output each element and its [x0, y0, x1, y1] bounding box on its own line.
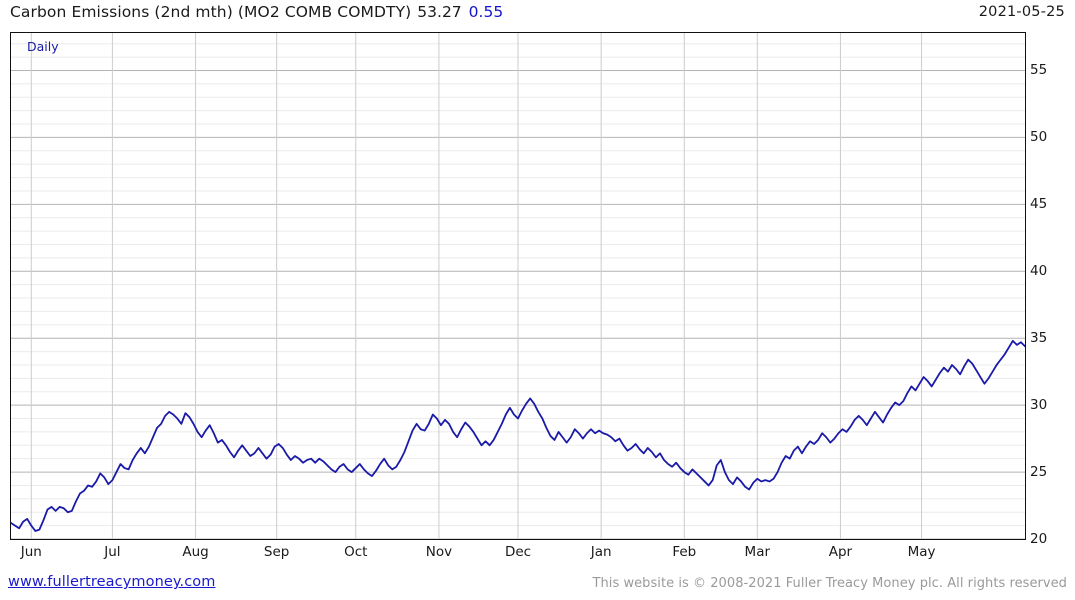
last-price: 53.27 [417, 3, 462, 21]
y-axis-tick-label: 20 [1030, 531, 1048, 547]
y-axis-tick-label: 35 [1030, 330, 1048, 347]
x-axis-labels: Jun Jul Aug Sep Oct Nov Dec Jan Feb Mar Apr May [0, 544, 1075, 566]
x-axis-tick-label: Dec [504, 544, 532, 560]
price-line-chart [11, 33, 1025, 539]
price-change: 0.55 [468, 3, 504, 21]
plot-area: Daily [10, 32, 1026, 540]
month-gridlines [30, 33, 923, 539]
chart-header: Carbon Emissions (2nd mth) (MO2 COMB COM… [0, 0, 1075, 28]
x-axis-tick-label: Jan [590, 544, 612, 560]
y-axis-tick-label: 50 [1030, 129, 1048, 146]
x-axis-tick-label: Nov [425, 544, 453, 560]
chart-footer: www.fullertreacymoney.com This website i… [0, 572, 1075, 600]
x-axis-tick-label: Oct [344, 544, 368, 560]
y-axis-tick-label: 25 [1030, 464, 1048, 481]
x-axis-tick-label: Jun [20, 544, 42, 560]
as-of-date: 2021-05-25 [978, 4, 1065, 20]
frequency-label: Daily [27, 39, 59, 54]
y-axis-tick-label: 45 [1030, 196, 1048, 213]
x-axis-tick-label: May [907, 544, 936, 560]
y-axis-tick-label: 55 [1030, 62, 1048, 79]
chart-region: Daily 20 25 30 35 40 45 50 55 Jun Jul Aug Sep Oct No… [0, 28, 1075, 568]
x-axis-tick-label: Jul [104, 544, 121, 560]
instrument-title: Carbon Emissions (2nd mth) (MO2 COMB COM… [10, 3, 412, 21]
y-axis-tick-label: 30 [1030, 397, 1048, 414]
x-axis-tick-label: Aug [182, 544, 209, 560]
x-axis-tick-label: Feb [672, 544, 697, 560]
x-axis-tick-label: Apr [828, 544, 853, 560]
page-title: Carbon Emissions (2nd mth) (MO2 COMB COM… [10, 3, 503, 21]
y-axis-labels: 20 25 30 35 40 45 50 55 [1030, 32, 1075, 547]
y-axis-tick-label: 40 [1030, 263, 1048, 280]
copyright-text: This website is © 2008-2021 Fuller Treac… [592, 576, 1067, 591]
x-axis-tick-label: Sep [263, 544, 290, 560]
site-url-link[interactable]: www.fullertreacymoney.com [8, 574, 216, 590]
price-line [11, 339, 1025, 532]
x-axis-tick-label: Mar [744, 544, 771, 560]
